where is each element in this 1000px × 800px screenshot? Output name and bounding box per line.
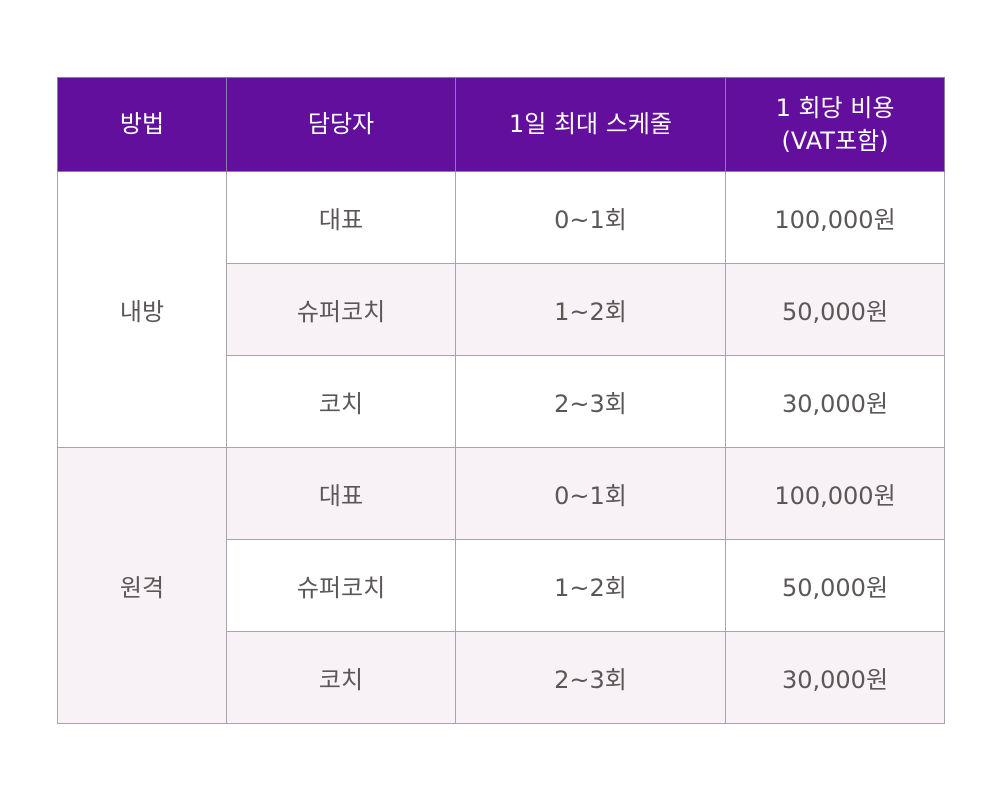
person-cell: 코치 — [226, 631, 456, 724]
header-cost-line1: 1 회당 비용 — [775, 93, 895, 122]
person-cell: 대표 — [226, 171, 456, 264]
cost-cell: 100,000원 — [725, 171, 945, 264]
schedule-cell: 1~2회 — [455, 263, 726, 356]
pricing-table-container: 방법 담당자 1일 최대 스케줄 1 회당 비용 (VAT포함) 내방 대표 0… — [57, 77, 945, 724]
cost-cell: 100,000원 — [725, 447, 945, 540]
table-row: 슈퍼코치 1~2회 50,000원 — [58, 539, 945, 632]
pricing-table: 방법 담당자 1일 최대 스케줄 1 회당 비용 (VAT포함) 내방 대표 0… — [57, 77, 945, 724]
schedule-cell: 2~3회 — [455, 355, 726, 448]
schedule-cell: 2~3회 — [455, 631, 726, 724]
header-cost-line2: (VAT포함) — [781, 126, 889, 155]
cost-cell: 50,000원 — [725, 539, 945, 632]
cost-cell: 30,000원 — [725, 355, 945, 448]
header-cost: 1 회당 비용 (VAT포함) — [725, 77, 945, 172]
table-row: 원격 대표 0~1회 100,000원 — [57, 447, 945, 724]
person-cell: 슈퍼코치 — [226, 263, 456, 356]
table-header-row: 방법 담당자 1일 최대 스케줄 1 회당 비용 (VAT포함) — [57, 77, 945, 172]
person-cell: 대표 — [226, 447, 456, 540]
table-row: 코치 2~3회 30,000원 — [58, 355, 945, 448]
table-row: 코치 2~3회 30,000원 — [58, 631, 945, 724]
table-row: 내방 대표 0~1회 100,000원 — [57, 171, 945, 448]
method-cell-remote: 원격 — [57, 447, 227, 724]
header-person: 담당자 — [226, 77, 456, 172]
method-cell-visit: 내방 — [57, 171, 227, 448]
header-schedule: 1일 최대 스케줄 — [455, 77, 726, 172]
cost-cell: 50,000원 — [725, 263, 945, 356]
person-cell: 슈퍼코치 — [226, 539, 456, 632]
cost-cell: 30,000원 — [725, 631, 945, 724]
schedule-cell: 0~1회 — [455, 171, 726, 264]
person-cell: 코치 — [226, 355, 456, 448]
header-method: 방법 — [57, 77, 227, 172]
schedule-cell: 1~2회 — [455, 539, 726, 632]
table-row: 슈퍼코치 1~2회 50,000원 — [58, 263, 945, 356]
schedule-cell: 0~1회 — [455, 447, 726, 540]
